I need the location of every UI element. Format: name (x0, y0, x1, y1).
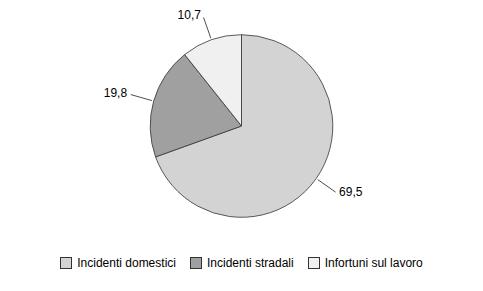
html-text:Infortuni sul lavoro: Infortuni sul lavoro (324, 256, 423, 270)
svg-text:69,5: 69,5 (339, 185, 363, 199)
svg-text:10,7: 10,7 (178, 8, 202, 22)
html-text:Incidenti domestici: Incidenti domestici (77, 256, 176, 270)
svg-text:19,8: 19,8 (104, 86, 128, 100)
html-text:Incidenti stradali: Incidenti stradali (207, 256, 294, 270)
